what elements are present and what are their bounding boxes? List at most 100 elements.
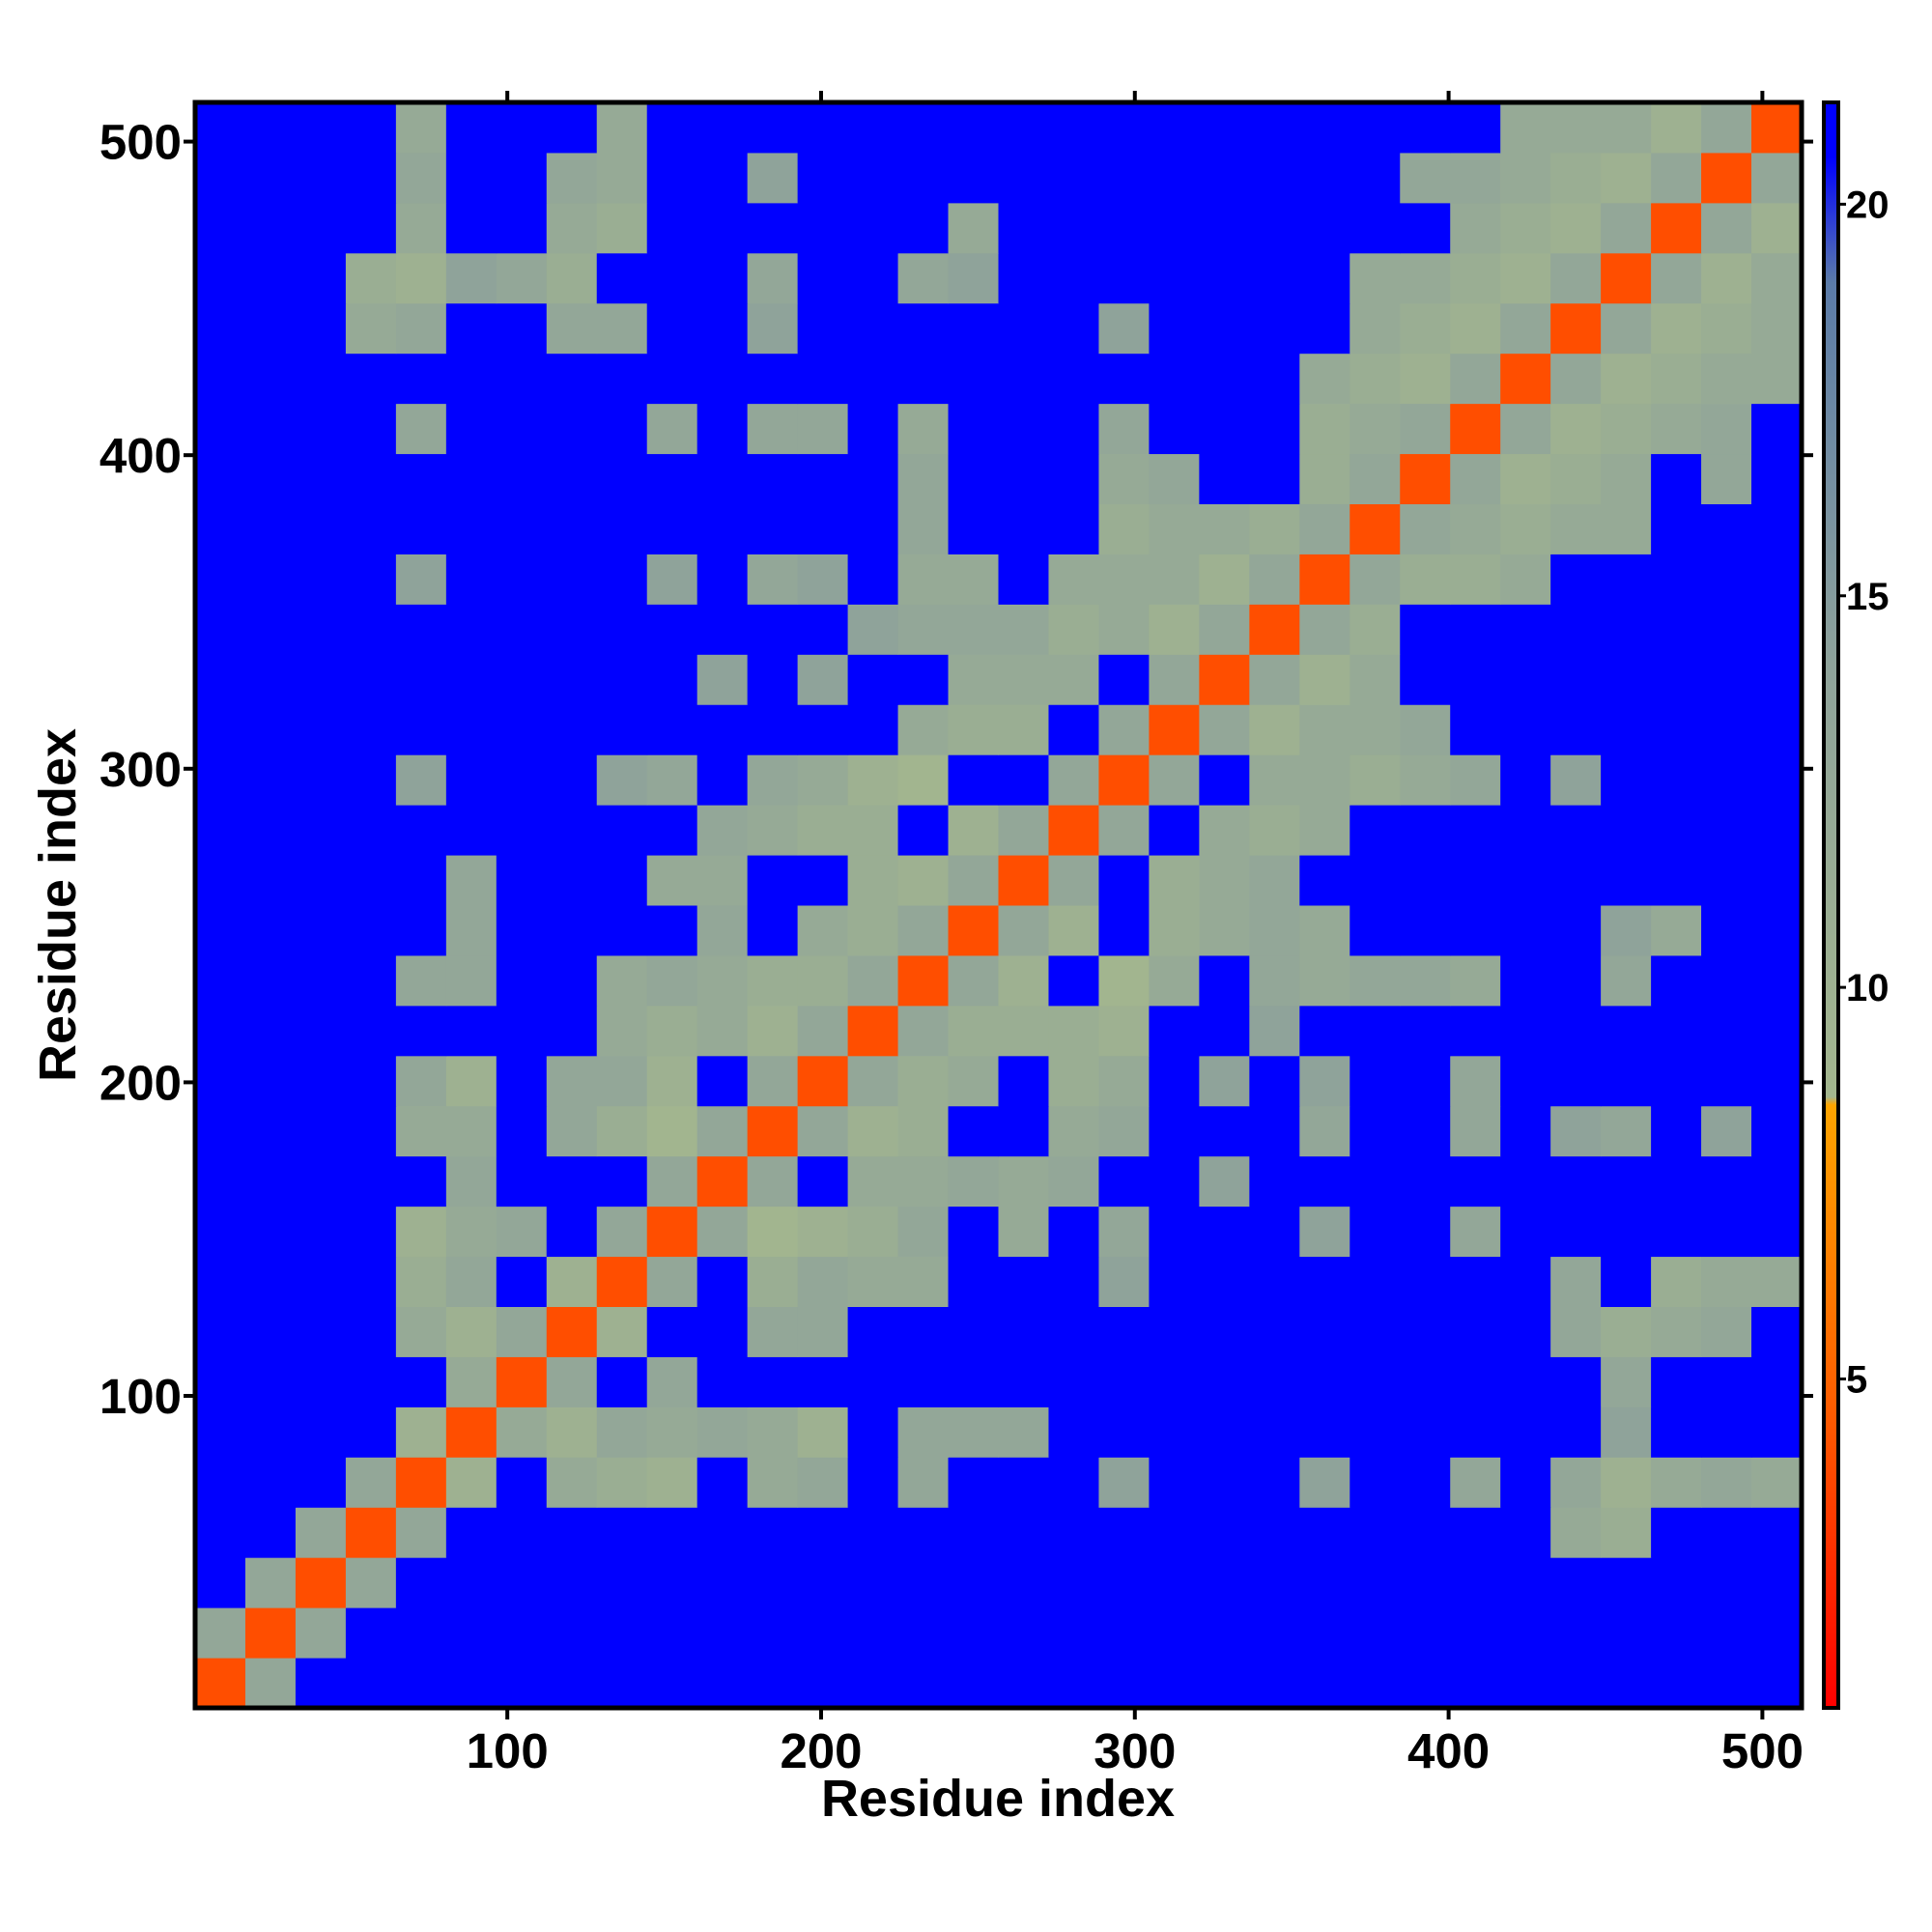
heatmap-cell (496, 1557, 548, 1608)
heatmap-cell (1450, 1306, 1501, 1357)
heatmap-cell (1701, 102, 1752, 154)
heatmap-cell (646, 754, 698, 806)
heatmap-cell (345, 102, 397, 154)
heatmap-cell (395, 1005, 447, 1057)
heatmap-cell (897, 704, 950, 755)
heatmap-cell (1048, 202, 1099, 254)
heatmap-cell (244, 102, 297, 154)
heatmap-cell (747, 1206, 799, 1258)
heatmap-cell (1751, 353, 1803, 405)
heatmap-cell (1400, 805, 1451, 856)
heatmap-cell (948, 604, 999, 655)
heatmap-cell (1299, 1557, 1350, 1608)
heatmap-cell (1550, 754, 1602, 806)
heatmap-cell (797, 252, 849, 304)
heatmap-cell (897, 1607, 950, 1659)
heatmap-cell (646, 1155, 698, 1208)
heatmap-cell (1651, 1256, 1702, 1307)
heatmap-cell (496, 503, 548, 554)
heatmap-cell (1751, 554, 1803, 605)
x-tick-label: 500 (1721, 1723, 1804, 1778)
heatmap-cell (1098, 102, 1150, 154)
heatmap-cell (696, 1155, 749, 1208)
heatmap-cell (395, 1457, 447, 1508)
heatmap-cell (596, 453, 648, 504)
heatmap-cell (948, 353, 999, 405)
heatmap-cell (696, 252, 749, 304)
heatmap-cell (897, 252, 950, 304)
heatmap-cell (1400, 1155, 1451, 1208)
heatmap-cell (1450, 1658, 1501, 1709)
heatmap-cell (747, 1005, 799, 1057)
heatmap-cell (948, 1557, 999, 1608)
heatmap-cell (1048, 704, 1099, 755)
heatmap-cell (445, 554, 497, 605)
heatmap-cell (295, 754, 347, 806)
heatmap-cell (395, 503, 447, 554)
heatmap-cell (1601, 503, 1652, 554)
heatmap-cell (747, 1105, 799, 1157)
heatmap-cell (897, 1406, 950, 1458)
heatmap-cell (345, 604, 397, 655)
heatmap-cell (496, 654, 548, 705)
heatmap-cell (646, 1658, 698, 1709)
heatmap-cell (1299, 1457, 1350, 1508)
heatmap-cell (195, 403, 246, 455)
heatmap-cell (1249, 353, 1300, 405)
heatmap-cell (596, 302, 648, 355)
heatmap-cell (897, 1256, 950, 1307)
heatmap-cell (1350, 453, 1401, 504)
heatmap-cell (847, 302, 899, 355)
heatmap-cell (897, 805, 950, 856)
heatmap-cell (1048, 754, 1099, 806)
heatmap-cell (1751, 1055, 1803, 1107)
heatmap-cell (345, 1557, 397, 1608)
heatmap-cell (1500, 1406, 1551, 1458)
heatmap-cell (345, 1155, 397, 1208)
heatmap-cell (345, 202, 397, 254)
heatmap-cell (1450, 353, 1501, 405)
heatmap-cell (847, 1406, 899, 1458)
heatmap-cell (345, 1055, 397, 1107)
heatmap-cell (445, 1406, 497, 1458)
heatmap-cell (696, 905, 749, 956)
heatmap-cell (1199, 403, 1250, 455)
heatmap-cell (1299, 1105, 1350, 1157)
heatmap-cell (747, 202, 799, 254)
heatmap-cell (445, 1256, 497, 1307)
heatmap-cell (1500, 1055, 1551, 1107)
heatmap-cell (596, 1356, 648, 1407)
heatmap-cell (596, 1105, 648, 1157)
heatmap-cell (546, 1607, 598, 1659)
heatmap-cell (847, 403, 899, 455)
heatmap-cell (646, 302, 698, 355)
heatmap-cell (295, 453, 347, 504)
heatmap-cell (646, 554, 698, 605)
heatmap-cell (1601, 1306, 1652, 1357)
heatmap-cell (1249, 302, 1300, 355)
heatmap-cell (546, 453, 598, 504)
heatmap-cell (244, 1155, 297, 1208)
heatmap-cell (696, 604, 749, 655)
heatmap-cell (1249, 554, 1300, 605)
heatmap-cell (1751, 1256, 1803, 1307)
heatmap-cell (445, 202, 497, 254)
heatmap-cell (1098, 403, 1150, 455)
heatmap-cell (546, 1457, 598, 1508)
heatmap-cell (1199, 353, 1250, 405)
heatmap-cell (696, 1005, 749, 1057)
heatmap-cell (998, 1155, 1049, 1208)
heatmap-cell (244, 403, 297, 455)
heatmap-cell (345, 453, 397, 504)
heatmap-cell (696, 1256, 749, 1307)
heatmap-cell (797, 1507, 849, 1558)
heatmap-cell (244, 453, 297, 504)
heatmap-cell (1751, 102, 1803, 154)
heatmap-cell (646, 1557, 698, 1608)
heatmap-cell (244, 855, 297, 906)
heatmap-cell (897, 503, 950, 554)
heatmap-cell (596, 1557, 648, 1608)
heatmap-cell (1350, 1306, 1401, 1357)
heatmap-cell (1048, 1607, 1099, 1659)
heatmap-cell (1701, 1457, 1752, 1508)
